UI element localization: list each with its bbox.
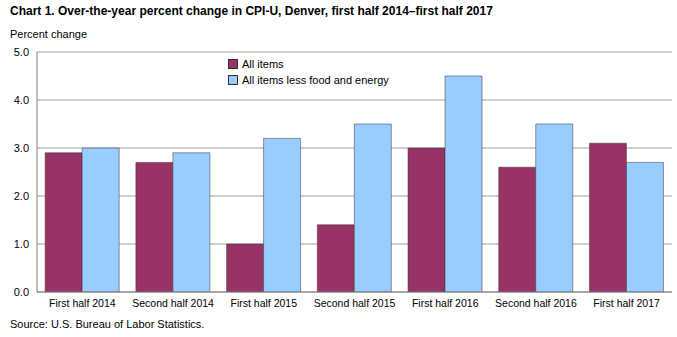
html-text:All items less food and energy: All items less food and energy — [242, 74, 389, 86]
svg-text:First half 2017: First half 2017 — [593, 297, 660, 309]
html-text:Source: U.S. Bureau of Labor S: Source: U.S. Bureau of Labor Statistics. — [10, 318, 205, 330]
svg-text:First half 2015: First half 2015 — [231, 297, 298, 309]
svg-text:1.0: 1.0 — [14, 238, 29, 250]
html-text:All items: All items — [242, 58, 284, 70]
svg-text:2.0: 2.0 — [14, 190, 29, 202]
svg-text:Second half 2016: Second half 2016 — [495, 297, 577, 309]
svg-text:0.0: 0.0 — [14, 286, 29, 298]
svg-text:3.0: 3.0 — [14, 142, 29, 154]
svg-text:4.0: 4.0 — [14, 94, 29, 106]
svg-text:First half 2014: First half 2014 — [49, 297, 116, 309]
svg-text:Second half 2014: Second half 2014 — [132, 297, 214, 309]
svg-text:First half 2016: First half 2016 — [412, 297, 479, 309]
html-text:Percent change: Percent change — [10, 28, 88, 40]
svg-text:5.0: 5.0 — [14, 46, 29, 58]
html-text:Chart 1. Over-the-year percent: Chart 1. Over-the-year percent change in… — [10, 4, 493, 18]
svg-text:Second half 2015: Second half 2015 — [314, 297, 396, 309]
